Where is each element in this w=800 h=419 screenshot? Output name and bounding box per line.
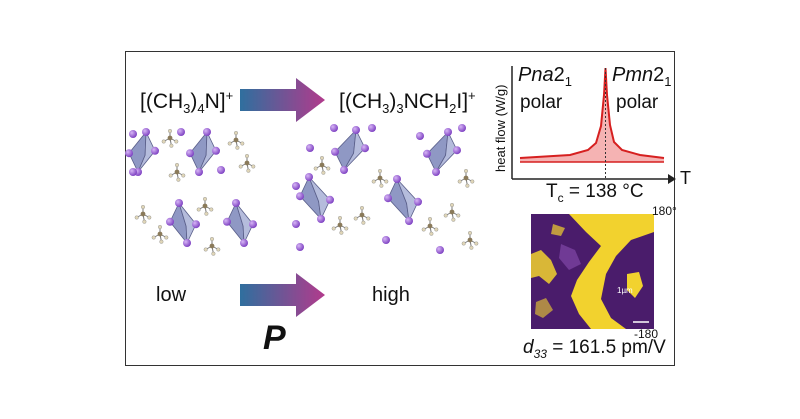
pfm-scale-max: 180° [652, 204, 677, 218]
dsc-ylabel: heat flow (W/g) [493, 84, 508, 172]
high-structure-model [292, 124, 479, 254]
pfm-phase-map [531, 214, 654, 329]
phase-low-label: Pna21 [518, 64, 572, 89]
dsc-x-arrowhead [668, 174, 676, 184]
dsc-chart [511, 66, 676, 184]
phase-low-desc: polar [520, 92, 563, 113]
d33-value: d33 = 161.5 pm/V [523, 337, 666, 361]
dsc-xlabel: T [680, 168, 691, 188]
cation-low-formula: [(CH3)4N]+ [140, 88, 234, 117]
pfm-scalebar-label: 1µm [617, 286, 633, 295]
pfm-scale-min: -180 [634, 327, 659, 341]
cation-high-formula: [(CH3)3NCH2I]+ [339, 88, 476, 117]
tc-value: Tc = 138 °C [546, 181, 644, 205]
phase-high-label: Pmn21 [612, 64, 672, 89]
phase-high-desc: polar [616, 92, 659, 113]
transformation-arrow-top [240, 78, 325, 122]
low-structure-model [125, 128, 257, 256]
transformation-arrow-bottom [240, 273, 325, 317]
high-label: high [372, 284, 410, 306]
low-label: low [156, 284, 187, 306]
property-label: P [263, 319, 286, 357]
